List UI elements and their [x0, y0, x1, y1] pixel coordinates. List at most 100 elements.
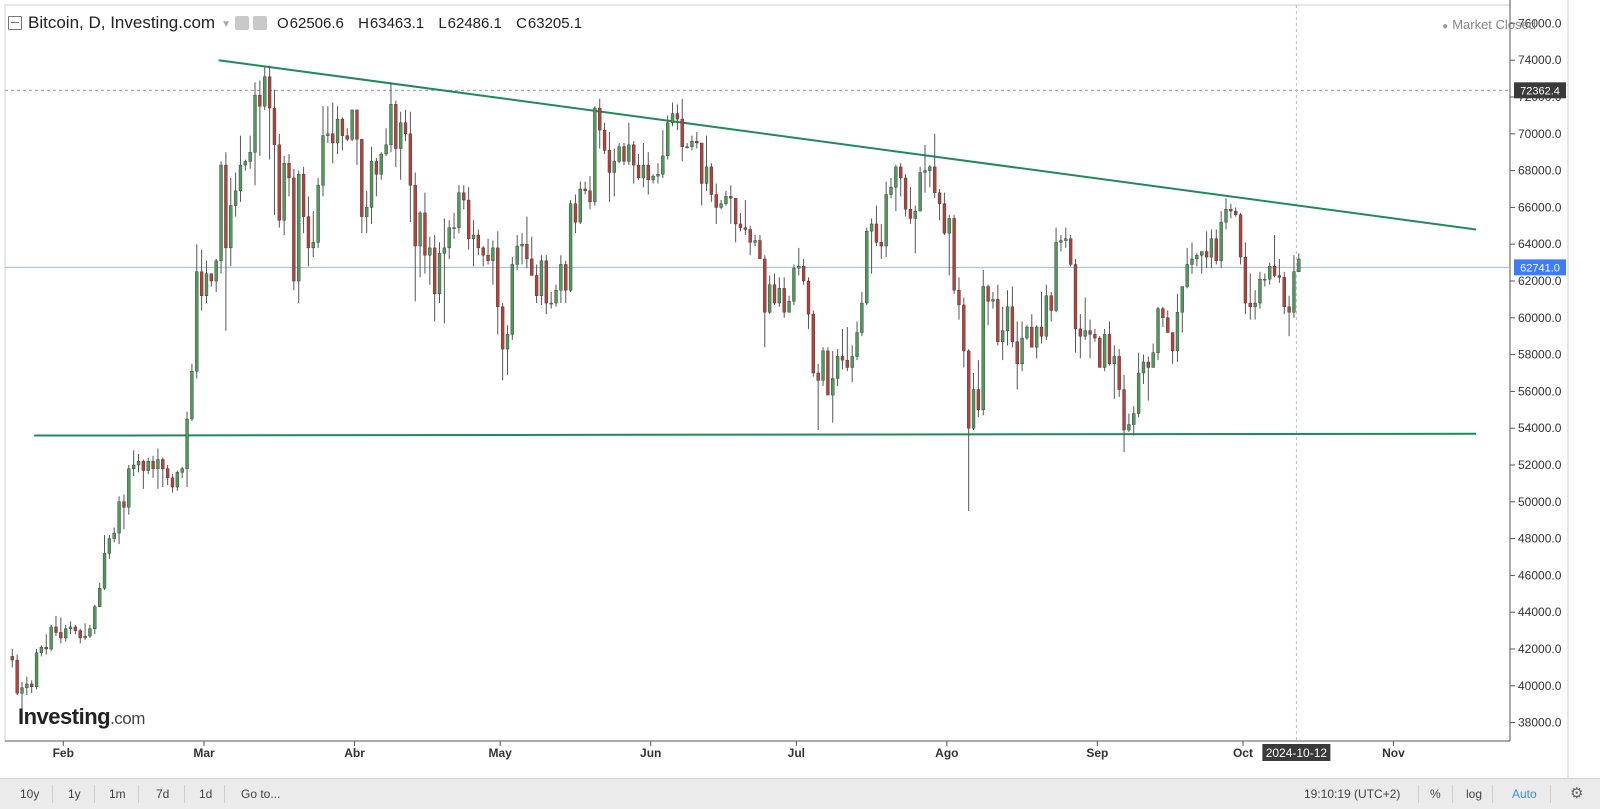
candle — [1127, 413, 1131, 432]
candle — [651, 174, 655, 184]
price-tick-label: 70000.0 — [1518, 127, 1562, 141]
timeframe-7d-button[interactable]: 7d — [156, 787, 170, 801]
candle-body — [1277, 275, 1282, 278]
candle — [913, 205, 917, 254]
candle — [112, 527, 116, 543]
candle-body — [345, 135, 349, 140]
candle-body — [413, 185, 417, 247]
market-status: ● Market Closed — [1442, 17, 1536, 32]
candle — [1049, 292, 1053, 322]
timeframe-1y-button[interactable]: 1y — [68, 787, 81, 801]
candle-body — [263, 76, 267, 107]
candle — [695, 131, 699, 149]
candle-body — [1224, 209, 1228, 223]
candle — [855, 321, 859, 361]
candle — [690, 135, 694, 151]
candle — [1268, 262, 1272, 285]
eye-icon[interactable] — [234, 16, 249, 30]
candle-body — [374, 161, 379, 175]
auto-toggle[interactable]: Auto — [1512, 787, 1537, 801]
candle-body — [772, 284, 777, 304]
candle-body — [1166, 317, 1170, 333]
crosshair-date-label: 2024-10-12 — [1266, 746, 1328, 760]
candle — [933, 133, 937, 199]
candle — [1195, 253, 1199, 267]
chevron-down-icon[interactable]: ▼ — [221, 18, 231, 30]
candle-body — [937, 192, 942, 204]
candle-body — [20, 687, 24, 694]
candle — [462, 185, 466, 210]
candle — [384, 128, 388, 156]
candle — [1243, 242, 1248, 315]
candle-body — [199, 271, 204, 296]
candle-body — [544, 260, 548, 304]
candle-body — [437, 253, 442, 295]
candle — [1083, 297, 1087, 340]
candle-body — [1248, 302, 1252, 307]
candle — [1219, 211, 1223, 269]
goto-button[interactable]: Go to... — [241, 787, 281, 801]
candle-body — [204, 273, 209, 296]
candle-body — [651, 175, 655, 180]
candle-body — [1258, 278, 1262, 304]
timeframe-1m-button[interactable]: 1m — [109, 787, 126, 801]
candle-body — [102, 553, 107, 589]
candle — [733, 197, 738, 243]
percent-toggle[interactable]: % — [1430, 787, 1441, 801]
candle-body — [1025, 326, 1029, 339]
candle — [326, 106, 330, 143]
candle — [1073, 258, 1078, 353]
ohlc-readout: O62506.6 H63463.1 L62486.1 C63205.1 — [277, 15, 592, 32]
candle — [340, 117, 345, 151]
timeframe-10y-button[interactable]: 10y — [20, 787, 40, 801]
candle — [845, 327, 849, 372]
candle — [743, 200, 748, 235]
candle — [772, 273, 777, 305]
gear-icon[interactable]: ⚙ — [1570, 785, 1584, 802]
candle-body — [59, 632, 63, 639]
settings-icon[interactable] — [252, 16, 267, 30]
price-tick-label: 50000.0 — [1518, 495, 1562, 509]
candle-body — [680, 118, 684, 147]
timeframe-1d-button[interactable]: 1d — [199, 787, 213, 801]
plot-frame — [4, 4, 1511, 742]
candle-body — [869, 223, 874, 232]
candle — [889, 177, 893, 199]
candle-body — [947, 218, 951, 234]
market-status-text: Market Closed — [1452, 17, 1536, 32]
candle — [632, 141, 636, 184]
chart-title[interactable]: Bitcoin, D, Investing.com — [28, 13, 216, 32]
candle — [636, 154, 641, 180]
minimize-icon[interactable] — [8, 16, 22, 30]
candle-body — [306, 216, 311, 249]
candle — [1277, 258, 1282, 283]
price-chart[interactable]: 38000.0 40000.0 42000.0 44000.0 46000.0 48000… — [0, 0, 1600, 778]
candle-body — [1049, 295, 1053, 311]
candle — [68, 621, 73, 635]
candle — [607, 131, 612, 202]
candle-body — [136, 461, 141, 466]
candle — [1156, 306, 1160, 361]
candle-body — [1214, 238, 1218, 261]
candle-body — [515, 245, 519, 265]
candle — [190, 363, 194, 421]
candle-body — [525, 243, 529, 260]
candle-body — [884, 194, 888, 247]
price-axis: 38000.0 40000.0 42000.0 44000.0 46000.0 48000… — [1510, 16, 1562, 730]
candle-body — [996, 299, 1000, 342]
candle-body — [1209, 238, 1214, 258]
log-toggle[interactable]: log — [1466, 787, 1483, 801]
candle-body — [209, 273, 213, 282]
candle-body — [321, 135, 325, 186]
candle-body — [1234, 210, 1238, 215]
candle — [942, 192, 947, 235]
candle-body — [816, 372, 820, 381]
candle-body — [39, 646, 44, 653]
candle-body — [83, 635, 87, 639]
candle — [996, 284, 1000, 346]
candle — [758, 235, 762, 260]
candle-body — [229, 205, 233, 249]
candle — [923, 144, 927, 193]
logo-name: Investing — [18, 704, 111, 729]
candle-body — [913, 210, 917, 219]
